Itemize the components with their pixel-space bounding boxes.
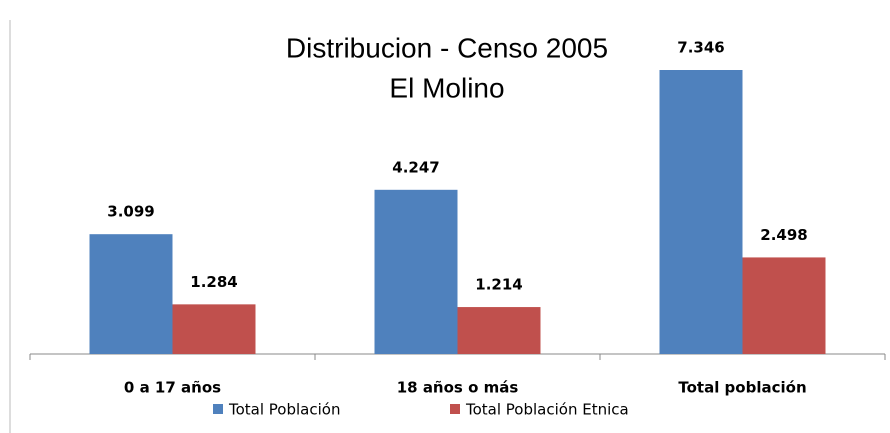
bar <box>457 307 541 354</box>
x-tick-label: 0 a 17 años <box>124 379 221 397</box>
legend-swatch <box>450 404 460 414</box>
data-label: 1.284 <box>190 273 237 291</box>
data-label: 4.247 <box>392 158 439 176</box>
legend-swatch <box>213 404 223 414</box>
data-label: 1.214 <box>475 276 522 294</box>
data-label: 7.346 <box>677 39 724 57</box>
x-tick-label: 18 años o más <box>397 379 519 397</box>
bar <box>172 304 256 354</box>
chart-subtitle: El Molino <box>389 72 504 103</box>
bar <box>659 70 743 354</box>
bar <box>374 189 458 354</box>
data-label: 2.498 <box>760 226 807 244</box>
bar <box>89 234 173 354</box>
x-tick-label: Total población <box>678 379 806 397</box>
legend-label: Total Población <box>228 401 340 419</box>
chart-title: Distribucion - Censo 2005 <box>286 32 608 63</box>
data-label: 3.099 <box>107 203 154 221</box>
legend-label: Total Población Etnica <box>465 401 629 419</box>
bar <box>742 257 826 354</box>
